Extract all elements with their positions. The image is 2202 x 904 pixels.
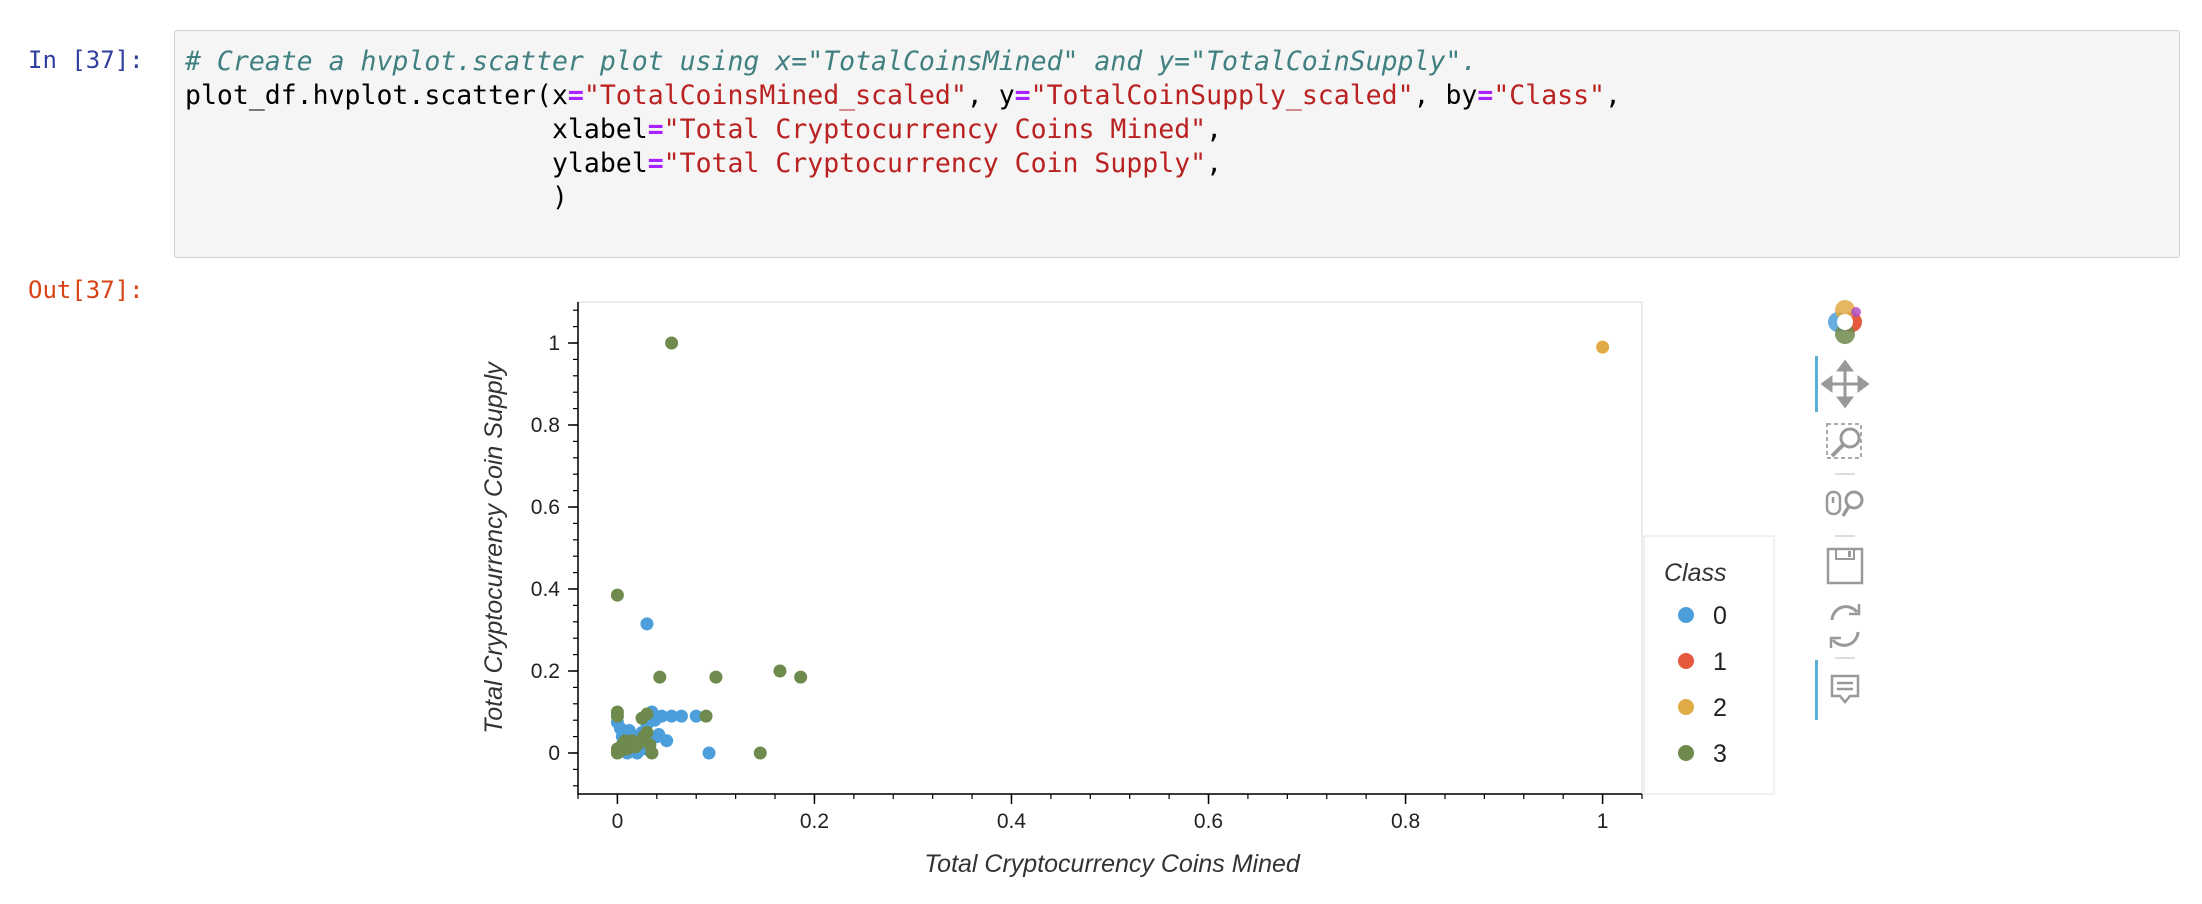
code-token: = xyxy=(1014,80,1031,111)
legend-title: Class xyxy=(1664,559,1727,587)
y-axis-label: Total Cryptocurrency Coin Supply xyxy=(480,361,508,734)
x-tick-label: 0.4 xyxy=(997,810,1027,833)
scatter-point-class-3[interactable] xyxy=(640,707,654,721)
code-token: "TotalCoinsMined_scaled" xyxy=(583,80,967,111)
scatter-point-class-3[interactable] xyxy=(665,336,679,350)
code-token: # Create a hvplot.scatter plot using x="… xyxy=(185,46,1478,77)
y-tick-label: 1 xyxy=(548,332,560,355)
pan-active-indicator xyxy=(1815,356,1818,412)
legend-label[interactable]: 3 xyxy=(1713,740,1727,768)
legend-marker xyxy=(1678,745,1694,761)
x-tick-label: 0.6 xyxy=(1194,810,1223,833)
save-icon[interactable] xyxy=(1826,547,1864,585)
x-tick-label: 0.8 xyxy=(1391,810,1420,833)
code-token: ) xyxy=(185,182,568,213)
y-tick-label: 0.8 xyxy=(531,414,560,437)
scatter-point-class-3[interactable] xyxy=(653,670,667,684)
code-token: = xyxy=(647,148,664,179)
code-token: , xyxy=(1605,80,1621,111)
legend: Class 0 1 2 3 xyxy=(1643,535,1775,795)
scatter-point-class-3[interactable] xyxy=(610,709,624,723)
legend-marker xyxy=(1678,699,1694,715)
hover-icon[interactable] xyxy=(1830,674,1860,704)
scatter-point-class-3[interactable] xyxy=(618,734,632,748)
code-token: plot_df.hvplot.scatter(x xyxy=(185,80,568,111)
code-line: ) xyxy=(185,182,568,213)
box-zoom-icon[interactable] xyxy=(1826,423,1862,459)
code-token: "TotalCoinSupply_scaled" xyxy=(1030,80,1414,111)
pan-icon[interactable] xyxy=(1820,359,1870,409)
scatter-point-class-0[interactable] xyxy=(702,746,716,760)
wheel-zoom-icon[interactable] xyxy=(1825,490,1864,517)
scatter-point-class-0[interactable] xyxy=(652,728,666,742)
scatter-point-class-3[interactable] xyxy=(610,588,624,602)
scatter-point-class-0[interactable] xyxy=(665,709,679,723)
code-token: ylabel xyxy=(185,148,648,179)
scatter-point-class-3[interactable] xyxy=(610,744,624,758)
scatter-point-class-0[interactable] xyxy=(640,617,654,631)
reset-icon[interactable] xyxy=(1829,604,1861,648)
scatter-point-class-0[interactable] xyxy=(689,709,703,723)
code-token: "Class" xyxy=(1493,80,1606,111)
scatter-point-class-2[interactable] xyxy=(1596,340,1610,354)
input-prompt: In [37]: xyxy=(28,46,144,74)
legend-label[interactable]: 0 xyxy=(1713,602,1727,630)
code-line: ylabel="Total Cryptocurrency Coin Supply… xyxy=(185,148,1222,179)
scatter-point-class-3[interactable] xyxy=(753,746,767,760)
code-token: = xyxy=(567,80,584,111)
code-line: plot_df.hvplot.scatter(x="TotalCoinsMine… xyxy=(185,80,1621,111)
scatter-point-class-3[interactable] xyxy=(773,664,787,678)
code-token: , y xyxy=(966,80,1015,111)
scatter-point-class-0[interactable] xyxy=(622,723,636,737)
code-token: , xyxy=(1206,148,1223,179)
code-token: xlabel xyxy=(185,114,648,145)
code-line: xlabel="Total Cryptocurrency Coins Mined… xyxy=(185,114,1222,145)
legend-label[interactable]: 1 xyxy=(1713,648,1727,676)
code-token: , xyxy=(1206,114,1223,145)
plot-toolbar xyxy=(1815,300,1870,720)
code-editor[interactable]: # Create a hvplot.scatter plot using x="… xyxy=(185,45,2169,215)
output-prompt: Out[37]: xyxy=(28,276,144,304)
scatter-point-class-3[interactable] xyxy=(699,709,713,723)
hover-active-indicator xyxy=(1815,660,1818,720)
code-token: = xyxy=(647,114,664,145)
code-token: = xyxy=(1477,80,1494,111)
x-tick-label: 1 xyxy=(1597,810,1609,833)
scatter-point-class-0[interactable] xyxy=(674,709,688,723)
code-token: "Total Cryptocurrency Coins Mined" xyxy=(663,114,1207,145)
x-tick-label: 0 xyxy=(612,810,624,833)
bokeh-logo-icon[interactable] xyxy=(1828,300,1862,344)
legend-marker xyxy=(1678,653,1694,669)
y-tick-label: 0.2 xyxy=(531,660,560,683)
scatter-point-class-3[interactable] xyxy=(628,740,642,754)
scatter-points xyxy=(610,336,1610,760)
code-token: "Total Cryptocurrency Coin Supply" xyxy=(663,148,1207,179)
scatter-point-class-3[interactable] xyxy=(643,738,657,752)
scatter-point-class-3[interactable] xyxy=(794,670,808,684)
code-cell[interactable]: # Create a hvplot.scatter plot using x="… xyxy=(174,30,2180,258)
scatter-point-class-0[interactable] xyxy=(655,709,669,723)
x-tick-label: 0.2 xyxy=(800,810,829,833)
code-line: # Create a hvplot.scatter plot using x="… xyxy=(185,46,1477,77)
legend-label[interactable]: 2 xyxy=(1713,694,1727,722)
y-tick-label: 0.4 xyxy=(531,578,561,601)
plot-area[interactable] xyxy=(577,301,1643,795)
x-axis-label: Total Cryptocurrency Coins Mined xyxy=(924,850,1301,878)
legend-marker xyxy=(1678,607,1694,623)
y-tick-label: 0.6 xyxy=(531,496,560,519)
scatter-point-class-3[interactable] xyxy=(709,670,723,684)
y-tick-label: 0 xyxy=(548,742,560,765)
code-token: , by xyxy=(1413,80,1478,111)
